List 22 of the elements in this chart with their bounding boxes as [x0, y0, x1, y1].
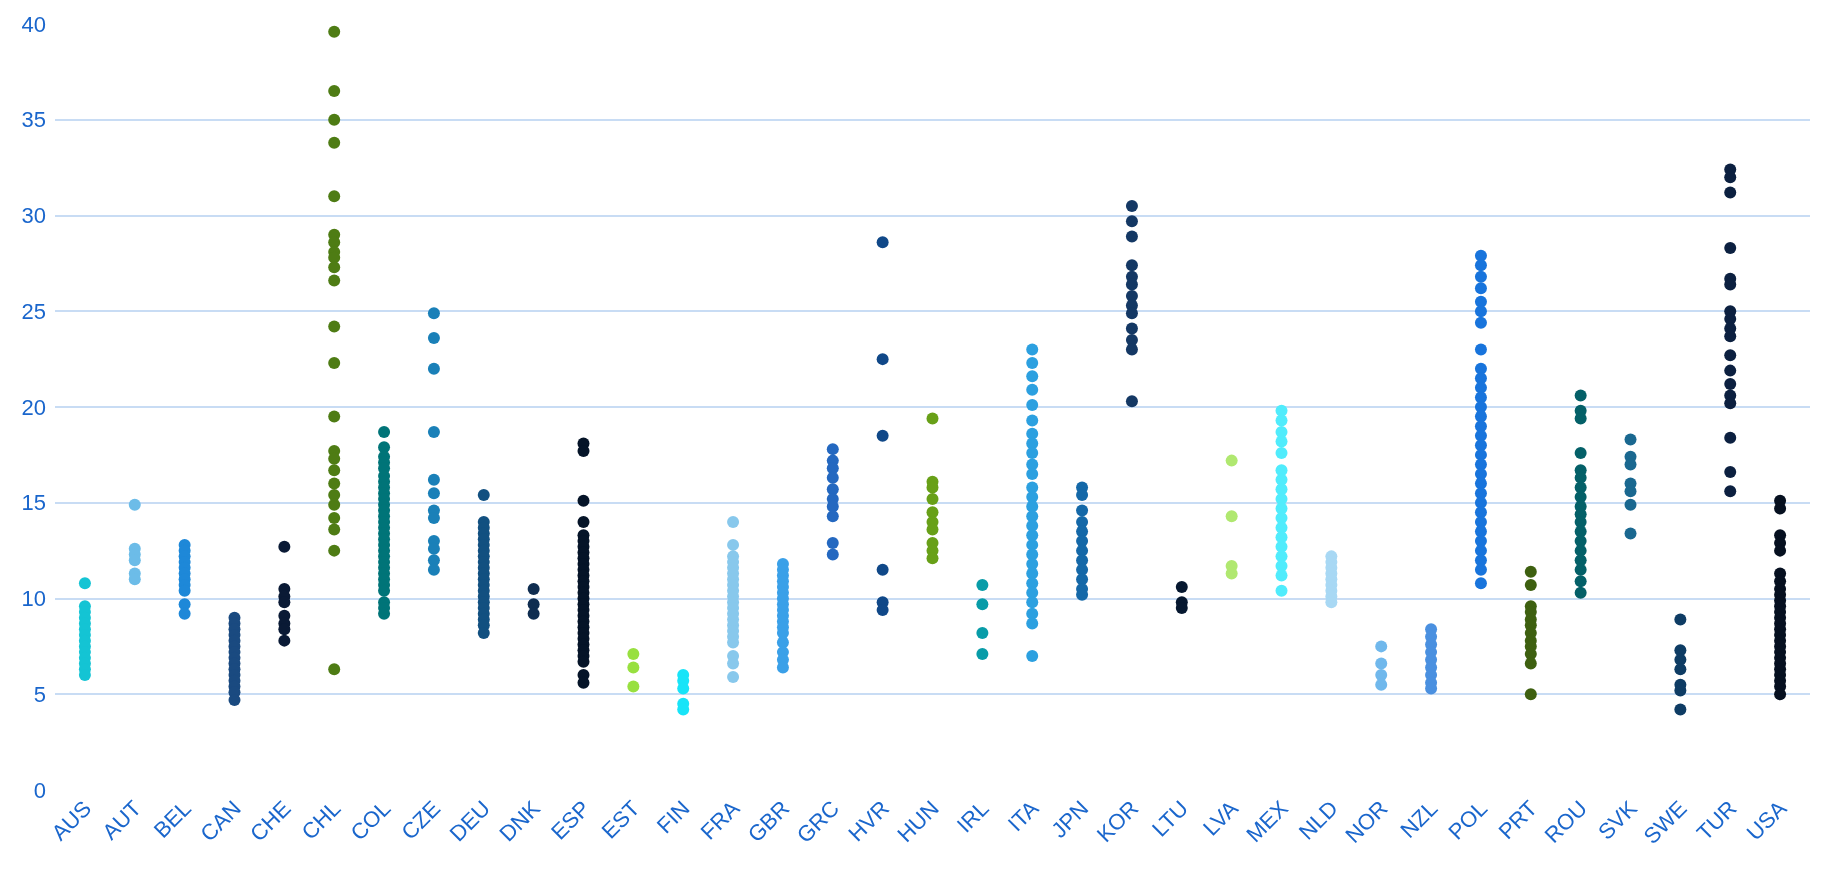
x-tick-label: POL [1443, 795, 1493, 845]
x-tick-label: NZL [1395, 795, 1443, 843]
y-tick-label: 5 [33, 681, 46, 707]
x-tick-label: LTU [1147, 795, 1194, 842]
y-tick-label: 25 [21, 298, 46, 324]
x-tick-label: COL [345, 795, 396, 846]
y-tick-label: 20 [21, 394, 46, 420]
x-tick-label: TUR [1691, 795, 1742, 846]
y-tick-label: 0 [33, 777, 46, 803]
x-tick-label: IRL [951, 795, 994, 838]
x-tick-label: CHL [296, 795, 346, 845]
y-tick-label: 10 [21, 586, 46, 612]
y-tick-label: 40 [21, 11, 46, 37]
x-tick-label: ITA [1002, 795, 1044, 837]
y-tick-label: 15 [21, 490, 46, 516]
x-tick-label: FIN [651, 795, 695, 839]
x-tick-label: FRA [695, 795, 745, 845]
x-tick-label: USA [1741, 795, 1792, 846]
y-tick-label: 35 [21, 107, 46, 133]
x-tick-label: LVA [1198, 795, 1244, 841]
x-tick-label: BEL [148, 795, 196, 843]
y-tick-label: 30 [21, 203, 46, 229]
